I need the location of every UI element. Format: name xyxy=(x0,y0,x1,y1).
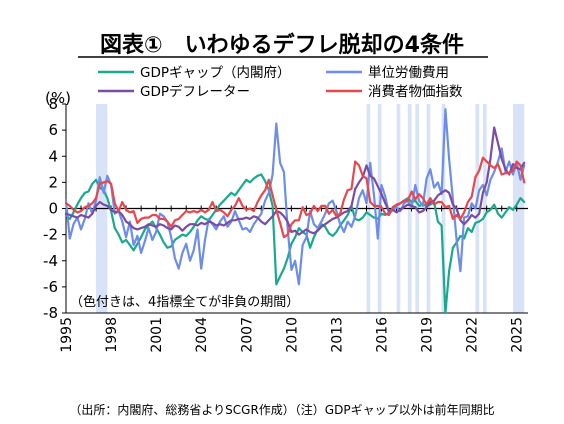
x-tick-label: 1995 xyxy=(59,317,75,353)
legend-label-1: 単位労働費用 xyxy=(368,65,449,81)
y-tick-label: 8 xyxy=(48,95,58,113)
y-tick-label: 2 xyxy=(48,173,58,191)
y-tick-label: 6 xyxy=(48,121,58,139)
x-tick-label: 2019 xyxy=(420,317,436,353)
series-line-2 xyxy=(64,126,526,236)
x-tick-label: 2007 xyxy=(239,317,255,353)
y-tick-label: -2 xyxy=(43,226,58,244)
x-tick-label: 2013 xyxy=(329,317,345,353)
x-tick-label: 2001 xyxy=(149,317,165,353)
y-tick-label: -4 xyxy=(43,252,58,270)
legend-label-0: GDPギャップ（内閣府） xyxy=(140,65,291,81)
y-axis-unit: (%) xyxy=(45,89,71,107)
legend-label-2: GDPデフレーター xyxy=(140,83,250,100)
chart-title: 図表① いわゆるデフレ脱却の4条件 xyxy=(100,32,464,58)
shading-note: （色付きは、4指標全てが非負の期間） xyxy=(70,294,299,310)
series-line-3 xyxy=(64,156,526,239)
series-line-1 xyxy=(64,108,526,286)
series-line-0 xyxy=(64,173,526,315)
x-tick-label: 2016 xyxy=(375,317,391,353)
series-layer xyxy=(64,108,526,315)
x-tick-label: 2025 xyxy=(510,317,526,353)
y-tick-label: -8 xyxy=(43,304,58,322)
source-note: （出所：内閣府、総務省よりSCGR作成）（注）GDPギャップ以外は前年同期比 xyxy=(69,402,494,417)
x-tick-label: 1998 xyxy=(104,317,120,353)
x-tick-label: 2022 xyxy=(465,317,481,353)
y-tick-label: 0 xyxy=(48,200,58,218)
x-tick-label: 2004 xyxy=(194,317,210,353)
legend-label-3: 消費者物価指数 xyxy=(368,84,463,100)
y-tick-label: 4 xyxy=(48,147,58,165)
legend: GDPギャップ（内閣府） 単位労働費用 GDPデフレーター 消費者物価指数 xyxy=(98,65,463,100)
y-tick-label: -6 xyxy=(43,278,58,296)
x-tick-label: 2010 xyxy=(284,317,300,353)
